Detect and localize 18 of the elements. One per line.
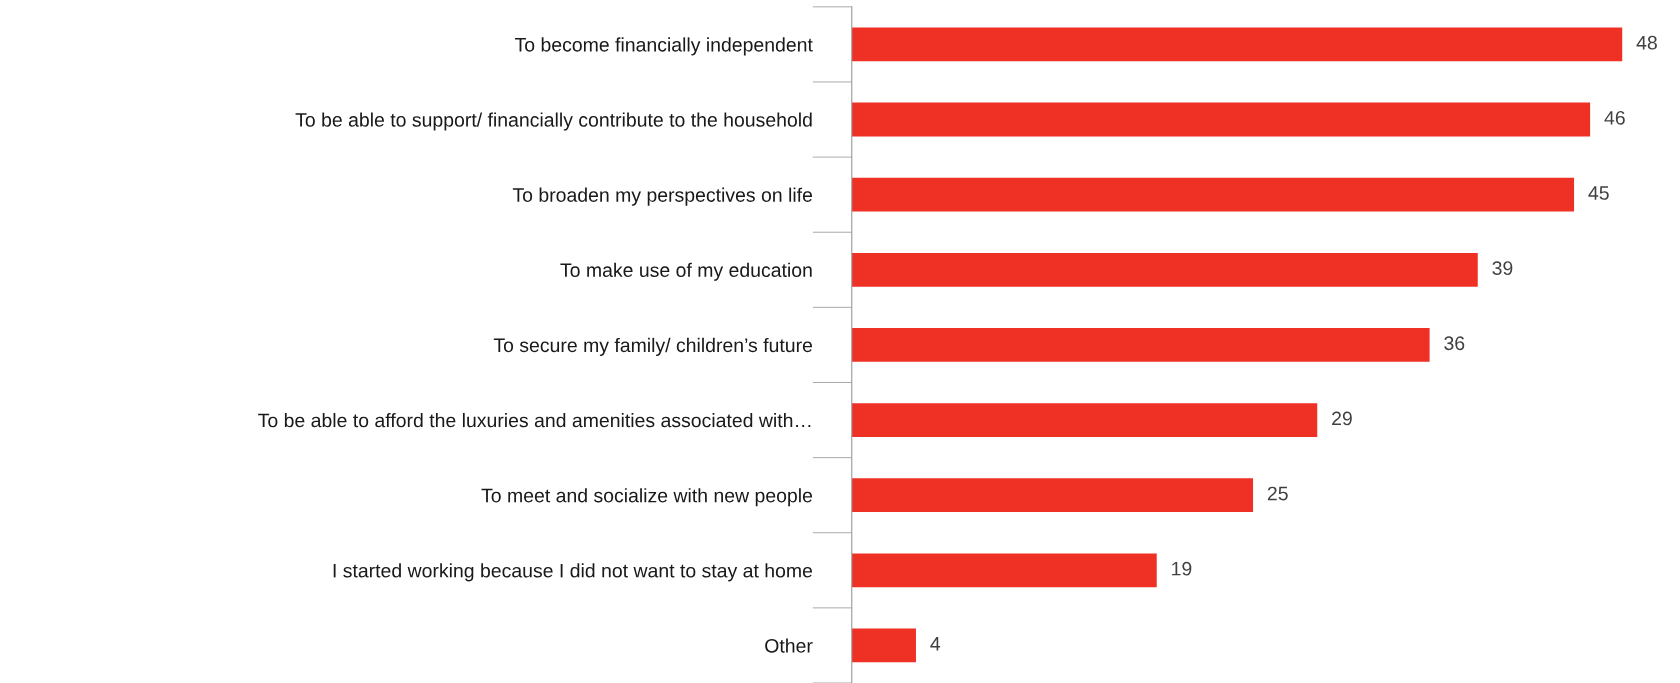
data-label: 46 bbox=[1604, 110, 1625, 125]
data-label: 29 bbox=[1332, 411, 1352, 426]
y-tick-label: To be able to afford the luxuries and amenities associated with… bbox=[258, 413, 811, 428]
data-label: 36 bbox=[1444, 336, 1465, 351]
y-tick-label: To broaden my perspectives on life bbox=[512, 187, 813, 206]
data-label: 19 bbox=[1172, 561, 1192, 576]
y-tick-label: To become financially independent bbox=[514, 37, 813, 56]
y-tick-label: To make use of my education bbox=[560, 262, 812, 281]
y-tick-label: I started working because I did not want to stay at home bbox=[333, 563, 813, 582]
y-tick-label: To secure my family/ children’s future bbox=[493, 337, 813, 356]
data-label: 39 bbox=[1492, 261, 1513, 275]
y-tick-label: To be able to support/ financially contribute to the household bbox=[295, 112, 812, 131]
data-label: 45 bbox=[1588, 186, 1609, 200]
y-tick-label: Other bbox=[765, 638, 813, 653]
y-tick-label: To meet and socialize with new people bbox=[481, 488, 813, 507]
data-label: 48 bbox=[1636, 35, 1657, 50]
data-label: 25 bbox=[1267, 486, 1288, 501]
data-label: 4 bbox=[930, 637, 941, 651]
